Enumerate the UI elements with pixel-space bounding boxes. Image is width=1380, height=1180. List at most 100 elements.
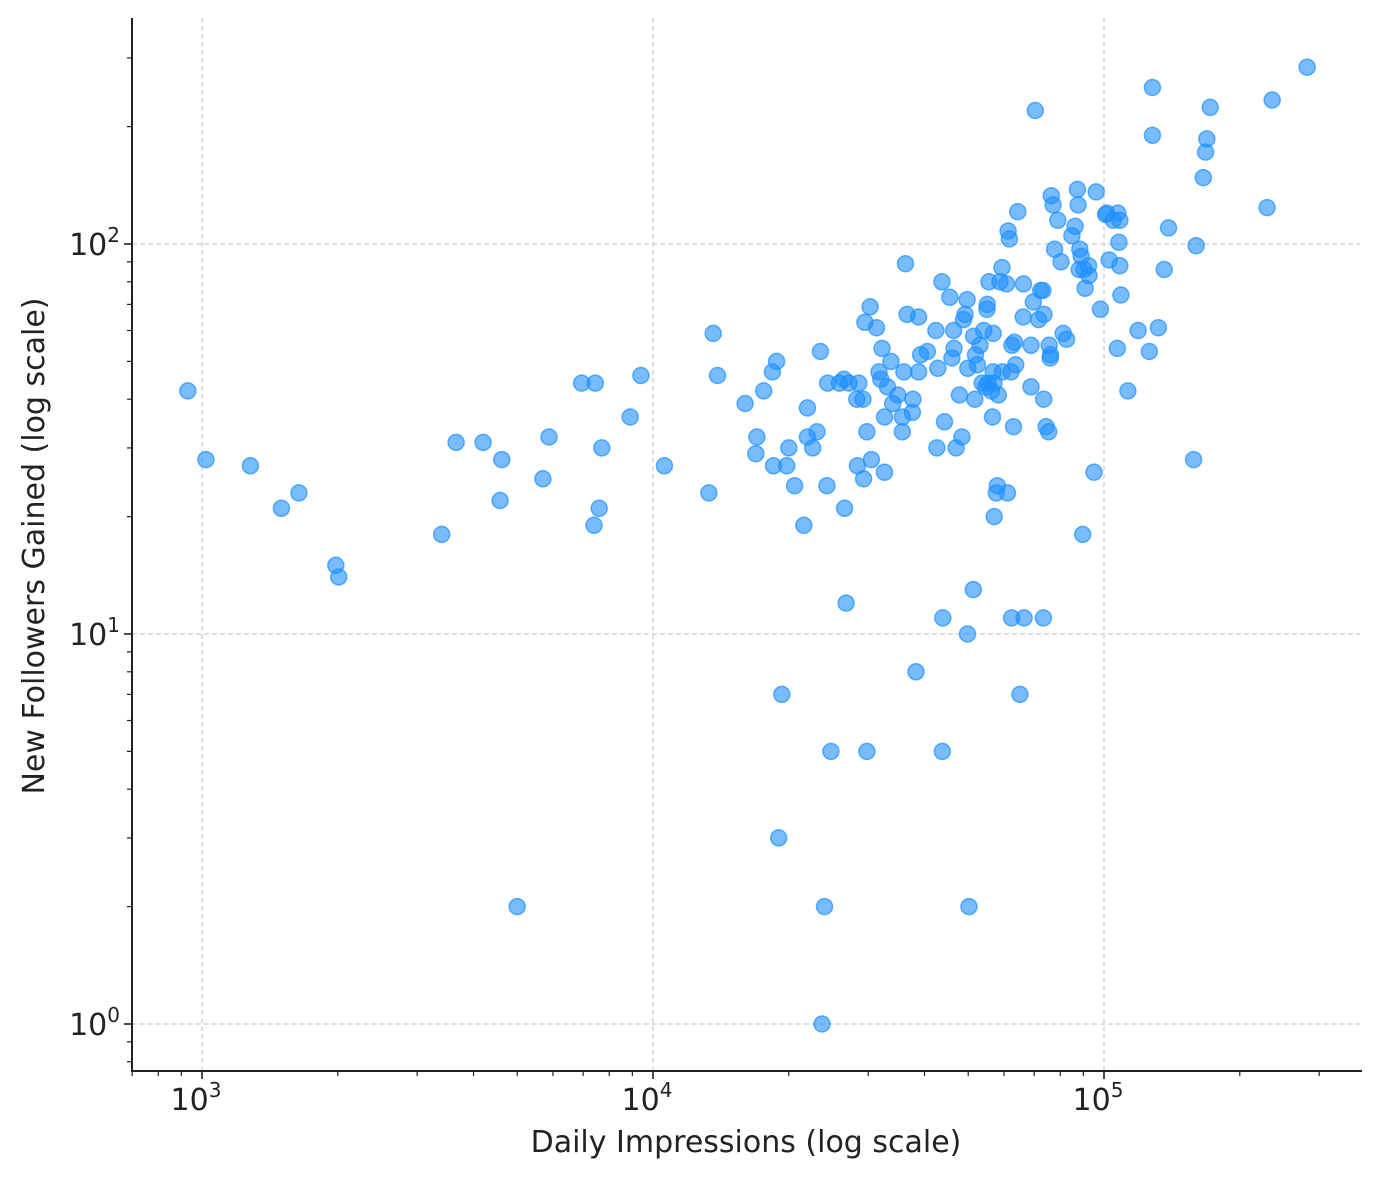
- data-point: [964, 580, 983, 599]
- data-point: [934, 609, 952, 627]
- data-point: [447, 433, 465, 452]
- data-point: [929, 359, 947, 378]
- data-point: [858, 742, 876, 761]
- data-point: [1057, 330, 1076, 348]
- data-point: [927, 321, 945, 340]
- data-point: [1108, 339, 1127, 358]
- data-point: [907, 663, 925, 681]
- ticks: [124, 57, 1320, 1079]
- data-point: [1004, 417, 1023, 436]
- data-point: [850, 374, 868, 392]
- data-point: [1052, 253, 1070, 271]
- data-point: [861, 298, 879, 316]
- data-point: [945, 339, 963, 358]
- data-point: [704, 324, 722, 343]
- data-point: [1140, 342, 1159, 361]
- data-point: [835, 499, 854, 518]
- data-point: [795, 516, 813, 535]
- data-point: [1034, 390, 1053, 408]
- data-point: [1298, 58, 1316, 76]
- data-point: [769, 829, 788, 847]
- data-point: [508, 897, 526, 916]
- data-point: [1149, 318, 1168, 337]
- data-point: [1155, 260, 1173, 279]
- data-point: [909, 363, 928, 381]
- data-point: [1044, 196, 1062, 214]
- data-point: [1073, 525, 1092, 544]
- data-point: [700, 484, 718, 502]
- data-point: [754, 382, 773, 400]
- data-point: [1111, 211, 1129, 230]
- x-axis-title: Daily Impressions (log scale): [531, 1125, 962, 1160]
- data-point: [493, 450, 511, 469]
- data-point: [586, 374, 605, 392]
- data-point: [985, 507, 1003, 526]
- y-tick-label: 102: [69, 223, 120, 263]
- data-point: [1194, 168, 1213, 187]
- data-point: [785, 476, 804, 495]
- data-point: [998, 484, 1017, 502]
- data-point: [1068, 180, 1087, 199]
- data-point: [491, 491, 509, 510]
- data-point: [918, 342, 937, 361]
- axes: [131, 18, 1362, 1072]
- data-point: [1091, 300, 1110, 319]
- data-point: [1087, 183, 1105, 201]
- data-point: [1198, 130, 1216, 148]
- data-point: [736, 394, 754, 413]
- data-point: [822, 742, 840, 761]
- data-point: [984, 324, 1002, 343]
- data-point: [1184, 450, 1203, 469]
- data-point: [1034, 281, 1052, 300]
- data-point: [1263, 91, 1281, 109]
- data-point: [837, 594, 855, 612]
- data-point: [997, 275, 1016, 293]
- data-point: [540, 428, 558, 446]
- data-point: [1011, 685, 1029, 704]
- data-point: [1035, 305, 1053, 324]
- data-point: [1009, 202, 1027, 221]
- data-point: [875, 408, 894, 426]
- data-point: [1111, 256, 1129, 275]
- data-point: [1022, 378, 1040, 396]
- data-point: [655, 457, 674, 475]
- data-point: [773, 685, 791, 704]
- data-point: [1022, 336, 1040, 355]
- data-point: [1049, 211, 1067, 230]
- data-point: [621, 408, 639, 426]
- data-point: [893, 423, 912, 441]
- tick-labels: 103 104 105 100 101 102: [69, 223, 1123, 1118]
- data-point: [862, 450, 881, 469]
- data-point: [909, 308, 928, 326]
- data-point: [748, 428, 766, 446]
- data-point: [1258, 198, 1276, 217]
- data-point: [983, 408, 1002, 426]
- data-point: [941, 288, 959, 307]
- data-point: [813, 1015, 831, 1033]
- data-point: [895, 363, 913, 381]
- data-point: [1000, 230, 1019, 248]
- data-point: [854, 390, 872, 408]
- data-point: [1005, 333, 1024, 351]
- data-point: [818, 476, 836, 495]
- data-point: [854, 470, 873, 488]
- data-point: [329, 568, 348, 586]
- x-tick-label: 105: [1073, 1078, 1124, 1118]
- data-point: [904, 390, 922, 408]
- data-point: [767, 352, 786, 371]
- data-point: [593, 439, 611, 457]
- data-point: [1112, 286, 1130, 304]
- data-point: [1143, 78, 1162, 97]
- data-point: [1041, 346, 1060, 364]
- data-point: [272, 499, 291, 518]
- data-point: [875, 463, 894, 481]
- data-point: [1066, 217, 1084, 236]
- data-point: [1015, 609, 1033, 627]
- data-point: [1014, 275, 1033, 293]
- data-point: [632, 366, 650, 385]
- data-point: [808, 423, 826, 441]
- data-point: [290, 484, 308, 502]
- data-point: [590, 499, 608, 518]
- data-point: [956, 305, 974, 324]
- data-point: [950, 386, 969, 404]
